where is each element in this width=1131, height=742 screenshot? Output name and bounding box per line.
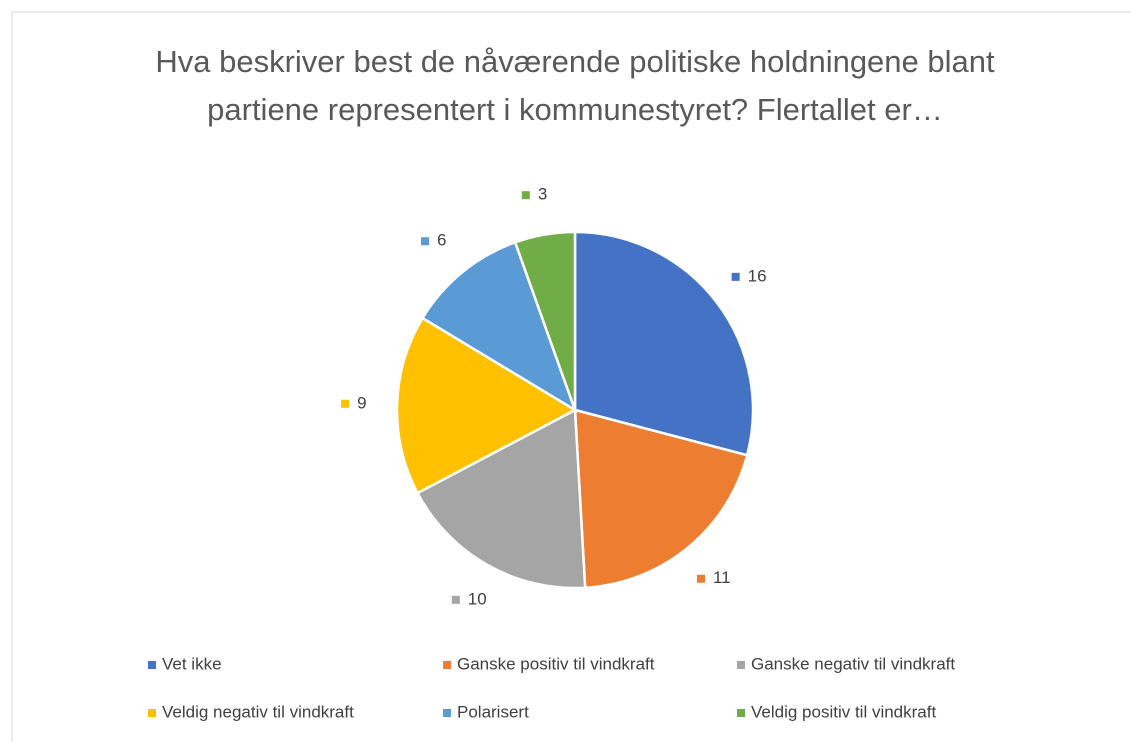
- data-label-key: [341, 399, 350, 408]
- data-label: 16: [748, 266, 767, 285]
- data-label: 11: [713, 568, 731, 587]
- legend-key: [443, 661, 451, 669]
- data-label: 10: [468, 589, 487, 608]
- legend-label: Vet ikke: [162, 654, 222, 673]
- pie-slice: [513, 230, 577, 411]
- legend-label: Ganske negativ til vindkraft: [751, 654, 955, 673]
- pie-slice: [415, 407, 587, 590]
- legend-label: Polarisert: [457, 702, 529, 721]
- legend-key: [148, 661, 156, 669]
- legend-key: [737, 661, 745, 669]
- legend-label: Veldig negativ til vindkraft: [162, 702, 354, 721]
- legend-label: Veldig positiv til vindkraft: [751, 702, 936, 721]
- pie-slice: [395, 316, 578, 495]
- pie-slice: [573, 230, 755, 457]
- data-label: 6: [437, 231, 446, 250]
- chart-title: Hva beskriver best de nåværende politisk…: [155, 44, 995, 127]
- pie-slice: [420, 240, 578, 413]
- data-label-key: [696, 574, 705, 583]
- data-label: 9: [357, 393, 366, 412]
- legend-label: Ganske positiv til vindkraft: [457, 654, 655, 673]
- data-label-key: [521, 191, 530, 200]
- data-label-key: [421, 237, 430, 246]
- data-label-key: [731, 272, 740, 281]
- pie-slice: [573, 408, 749, 590]
- legend-key: [443, 709, 451, 717]
- data-label: 3: [538, 185, 547, 204]
- data-label-key: [451, 595, 460, 604]
- chart-frame: [11, 11, 1131, 742]
- legend-key: [737, 709, 745, 717]
- legend-key: [148, 709, 156, 717]
